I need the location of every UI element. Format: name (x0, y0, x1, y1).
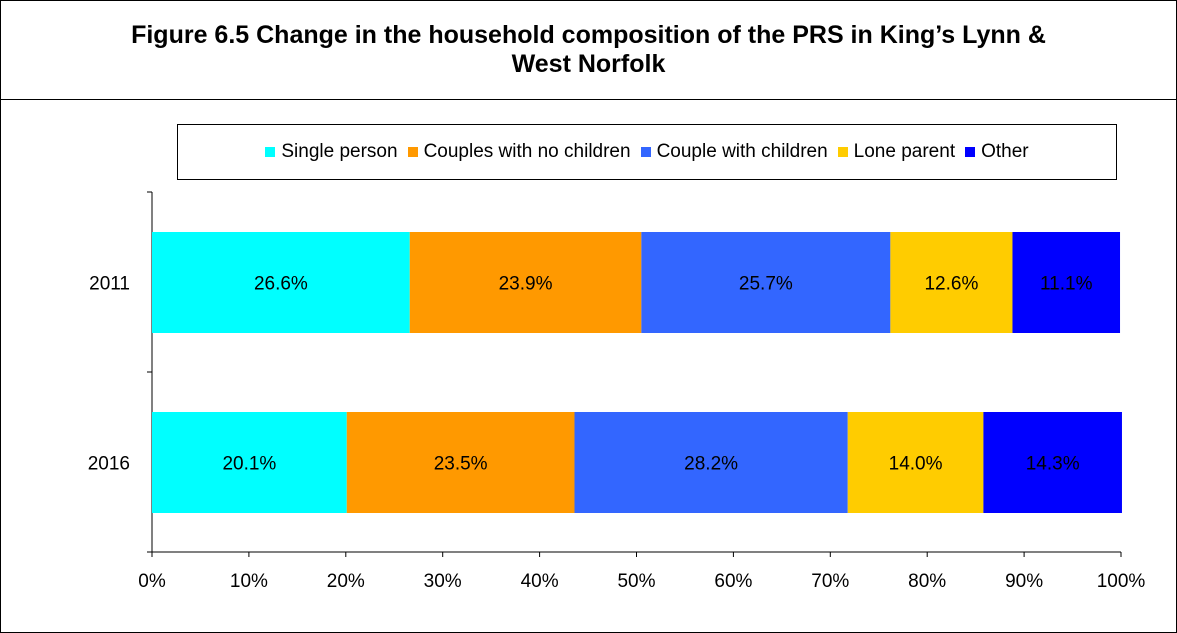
chart-title-line-2: West Norfolk (511, 50, 666, 78)
x-tick-label: 100% (1097, 571, 1146, 592)
x-tick-label: 50% (617, 571, 655, 592)
legend-item-couples-no-children: Couples with no children (407, 141, 631, 163)
x-tick-label: 20% (327, 571, 365, 592)
data-label-single-person-2016: 20.1% (222, 454, 276, 475)
bar-couples-with-no-children-2016 (346, 412, 575, 513)
chart-title: Figure 6.5 Change in the household compo… (1, 21, 1176, 79)
data-label-lone-parent-2016: 14.0% (889, 454, 943, 475)
bar-single-person-2016 (152, 412, 347, 513)
x-tick-label: 60% (714, 571, 752, 592)
x-tick-label: 40% (521, 571, 559, 592)
bar-lone-parent-2016 (847, 412, 984, 513)
title-band: Figure 6.5 Change in the household compo… (1, 1, 1176, 100)
y-category-label-2011: 2011 (89, 274, 130, 295)
legend-item-single-person: Single person (265, 141, 398, 163)
x-tick-label: 0% (138, 571, 166, 592)
data-label-other-2011: 11.1% (1040, 274, 1093, 295)
bar-other-2016 (983, 412, 1122, 513)
x-tick-label: 30% (424, 571, 462, 592)
legend-item-couple-with-children: Couple with children (640, 141, 828, 163)
legend-item-other: Other (965, 141, 1029, 163)
data-label-couple-with-children-2016: 28.2% (684, 454, 738, 475)
legend-swatch-other (965, 147, 976, 157)
legend-swatch-lone-parent (837, 147, 848, 157)
bar-lone-parent-2011 (890, 232, 1013, 333)
legend-label-lone-parent: Lone parent (853, 141, 956, 162)
chart-title-line-1: Figure 6.5 Change in the household compo… (131, 21, 1046, 49)
bar-couple-with-children-2011 (641, 232, 891, 333)
x-tick-label: 90% (1005, 571, 1043, 592)
data-label-other-2016: 14.3% (1026, 454, 1080, 475)
legend-swatch-couples-no-children (407, 147, 418, 157)
legend-label-single-person: Single person (281, 141, 398, 162)
legend-label-couples-no-children: Couples with no children (423, 141, 631, 162)
data-label-couples-with-no-children-2011: 23.9% (499, 274, 553, 295)
data-label-lone-parent-2011: 12.6% (924, 274, 978, 295)
bar-couples-with-no-children-2011 (409, 232, 642, 333)
bar-single-person-2011 (152, 232, 410, 333)
data-label-couple-with-children-2011: 25.7% (739, 274, 793, 295)
data-label-couples-with-no-children-2016: 23.5% (434, 454, 488, 475)
bar-other-2011 (1012, 232, 1121, 333)
legend-swatch-couple-with-children (640, 147, 651, 157)
data-label-single-person-2011: 26.6% (254, 274, 308, 295)
y-category-label-2016: 2016 (88, 454, 130, 475)
legend-label-couple-with-children: Couple with children (656, 141, 828, 162)
legend-swatch-single-person (265, 147, 276, 157)
legend-label-other: Other (981, 141, 1029, 162)
x-tick-label: 80% (908, 571, 946, 592)
bar-couple-with-children-2016 (574, 412, 848, 513)
x-tick-label: 10% (230, 571, 268, 592)
legend-item-lone-parent: Lone parent (837, 141, 956, 163)
chart-legend: Single person Couples with no children C… (177, 124, 1117, 180)
x-tick-label: 70% (811, 571, 849, 592)
